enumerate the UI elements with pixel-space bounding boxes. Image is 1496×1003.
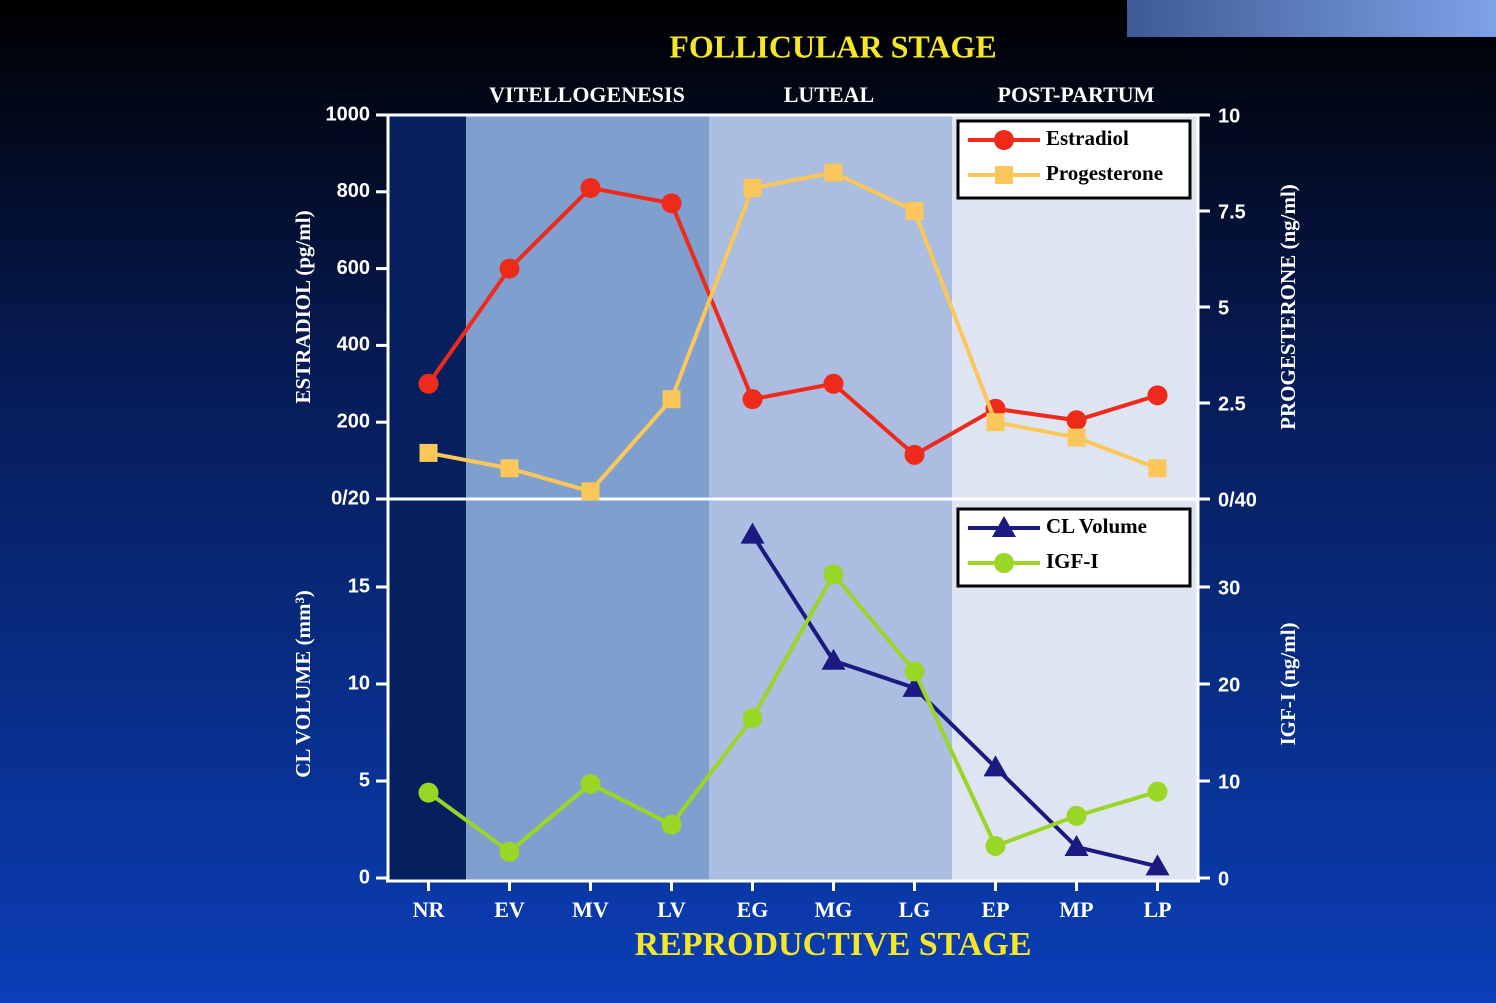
series-line xyxy=(426,185,1159,458)
legend-label: Progesterone xyxy=(1046,161,1163,185)
x-tick-label: LG xyxy=(899,897,931,922)
x-tick-label: NR xyxy=(413,897,446,922)
marker xyxy=(1067,428,1086,447)
marker xyxy=(904,444,925,465)
marker xyxy=(742,707,763,728)
corner-image xyxy=(1127,0,1496,37)
marker xyxy=(419,443,438,462)
legend-box xyxy=(956,507,1192,588)
x-tick-label: EP xyxy=(981,897,1009,922)
marker xyxy=(823,373,844,394)
y-tick-label: 0 xyxy=(359,866,370,888)
marker xyxy=(418,373,439,394)
y2-tick-label: 30 xyxy=(1218,577,1240,599)
series-line xyxy=(750,533,1158,869)
marker xyxy=(905,202,924,220)
series-line xyxy=(427,570,1159,855)
x-tick-label: MV xyxy=(572,897,609,922)
marker xyxy=(1066,805,1087,826)
y-tick-label: 5 xyxy=(359,769,370,791)
legend-label: Estradiol xyxy=(1046,126,1129,150)
x-axis-label: REPRODUCTIVE STAGE xyxy=(634,926,1031,963)
marker xyxy=(500,459,519,478)
y2-tick-label: 5 xyxy=(1218,297,1229,319)
marker xyxy=(499,258,520,279)
marker xyxy=(581,482,600,501)
legend-marker xyxy=(994,553,1014,573)
marker xyxy=(1147,781,1168,802)
marker xyxy=(824,163,843,182)
y-tick-label: 0/20 xyxy=(331,487,370,509)
legend-label: IGF-I xyxy=(1046,549,1099,573)
series-line xyxy=(428,170,1159,494)
marker xyxy=(580,177,601,198)
x-tick-label: MP xyxy=(1059,897,1093,922)
y2-axis-label: PROGESTERONE (ng/ml) xyxy=(1276,184,1300,430)
marker xyxy=(821,648,846,670)
legend-marker xyxy=(994,130,1014,150)
marker xyxy=(662,390,681,409)
y2-tick-label: 10 xyxy=(1218,771,1240,793)
marker xyxy=(1066,410,1087,431)
marker xyxy=(904,661,925,682)
marker xyxy=(1145,854,1170,876)
marker xyxy=(661,193,682,214)
x-tick-label: EV xyxy=(494,897,525,922)
phase-label: LUTEAL xyxy=(784,82,874,107)
phase-label: POST-PARTUM xyxy=(998,82,1155,107)
marker xyxy=(743,178,762,197)
marker xyxy=(418,782,439,803)
y-axis-label: ESTRADIOL (pg/ml) xyxy=(291,210,315,403)
y-axis-label: CL VOLUME (mm³) xyxy=(291,590,315,777)
marker xyxy=(1148,459,1167,478)
y2-axis-label: IGF-I (ng/ml) xyxy=(1276,622,1300,745)
x-tick-label: LP xyxy=(1143,897,1171,922)
y2-tick-label: 2.5 xyxy=(1218,393,1246,415)
y2-tick-label: 7.5 xyxy=(1218,201,1246,223)
title: FOLLICULAR STAGE xyxy=(669,28,996,64)
y-tick-label: 600 xyxy=(337,257,370,279)
x-tick-label: MG xyxy=(815,897,853,922)
legend-label: CL Volume xyxy=(1046,514,1147,538)
y-tick-label: 400 xyxy=(337,334,370,356)
legend-marker xyxy=(992,516,1016,537)
legend-marker xyxy=(995,166,1013,184)
marker xyxy=(823,564,844,585)
marker xyxy=(1064,834,1089,856)
y-tick-label: 800 xyxy=(337,180,370,202)
marker xyxy=(661,814,682,835)
y-tick-label: 1000 xyxy=(326,103,371,125)
marker xyxy=(742,389,763,410)
marker xyxy=(983,755,1008,777)
y2-tick-label: 10 xyxy=(1218,105,1240,127)
x-tick-label: EG xyxy=(737,897,769,922)
marker xyxy=(902,675,927,697)
y2-tick-label: 20 xyxy=(1218,674,1240,696)
marker xyxy=(1147,385,1168,406)
y2-tick-label: 0/40 xyxy=(1218,489,1257,511)
y2-tick-label: 0 xyxy=(1218,868,1229,890)
phase-label: VITELLOGENESIS xyxy=(489,82,685,107)
y-tick-label: 15 xyxy=(348,575,370,597)
marker xyxy=(985,835,1006,856)
marker xyxy=(580,773,601,794)
x-tick-label: LV xyxy=(657,897,686,922)
marker xyxy=(740,522,765,544)
marker xyxy=(986,413,1005,432)
y-tick-label: 200 xyxy=(337,410,370,432)
marker xyxy=(499,841,520,862)
y-tick-label: 10 xyxy=(348,672,370,694)
